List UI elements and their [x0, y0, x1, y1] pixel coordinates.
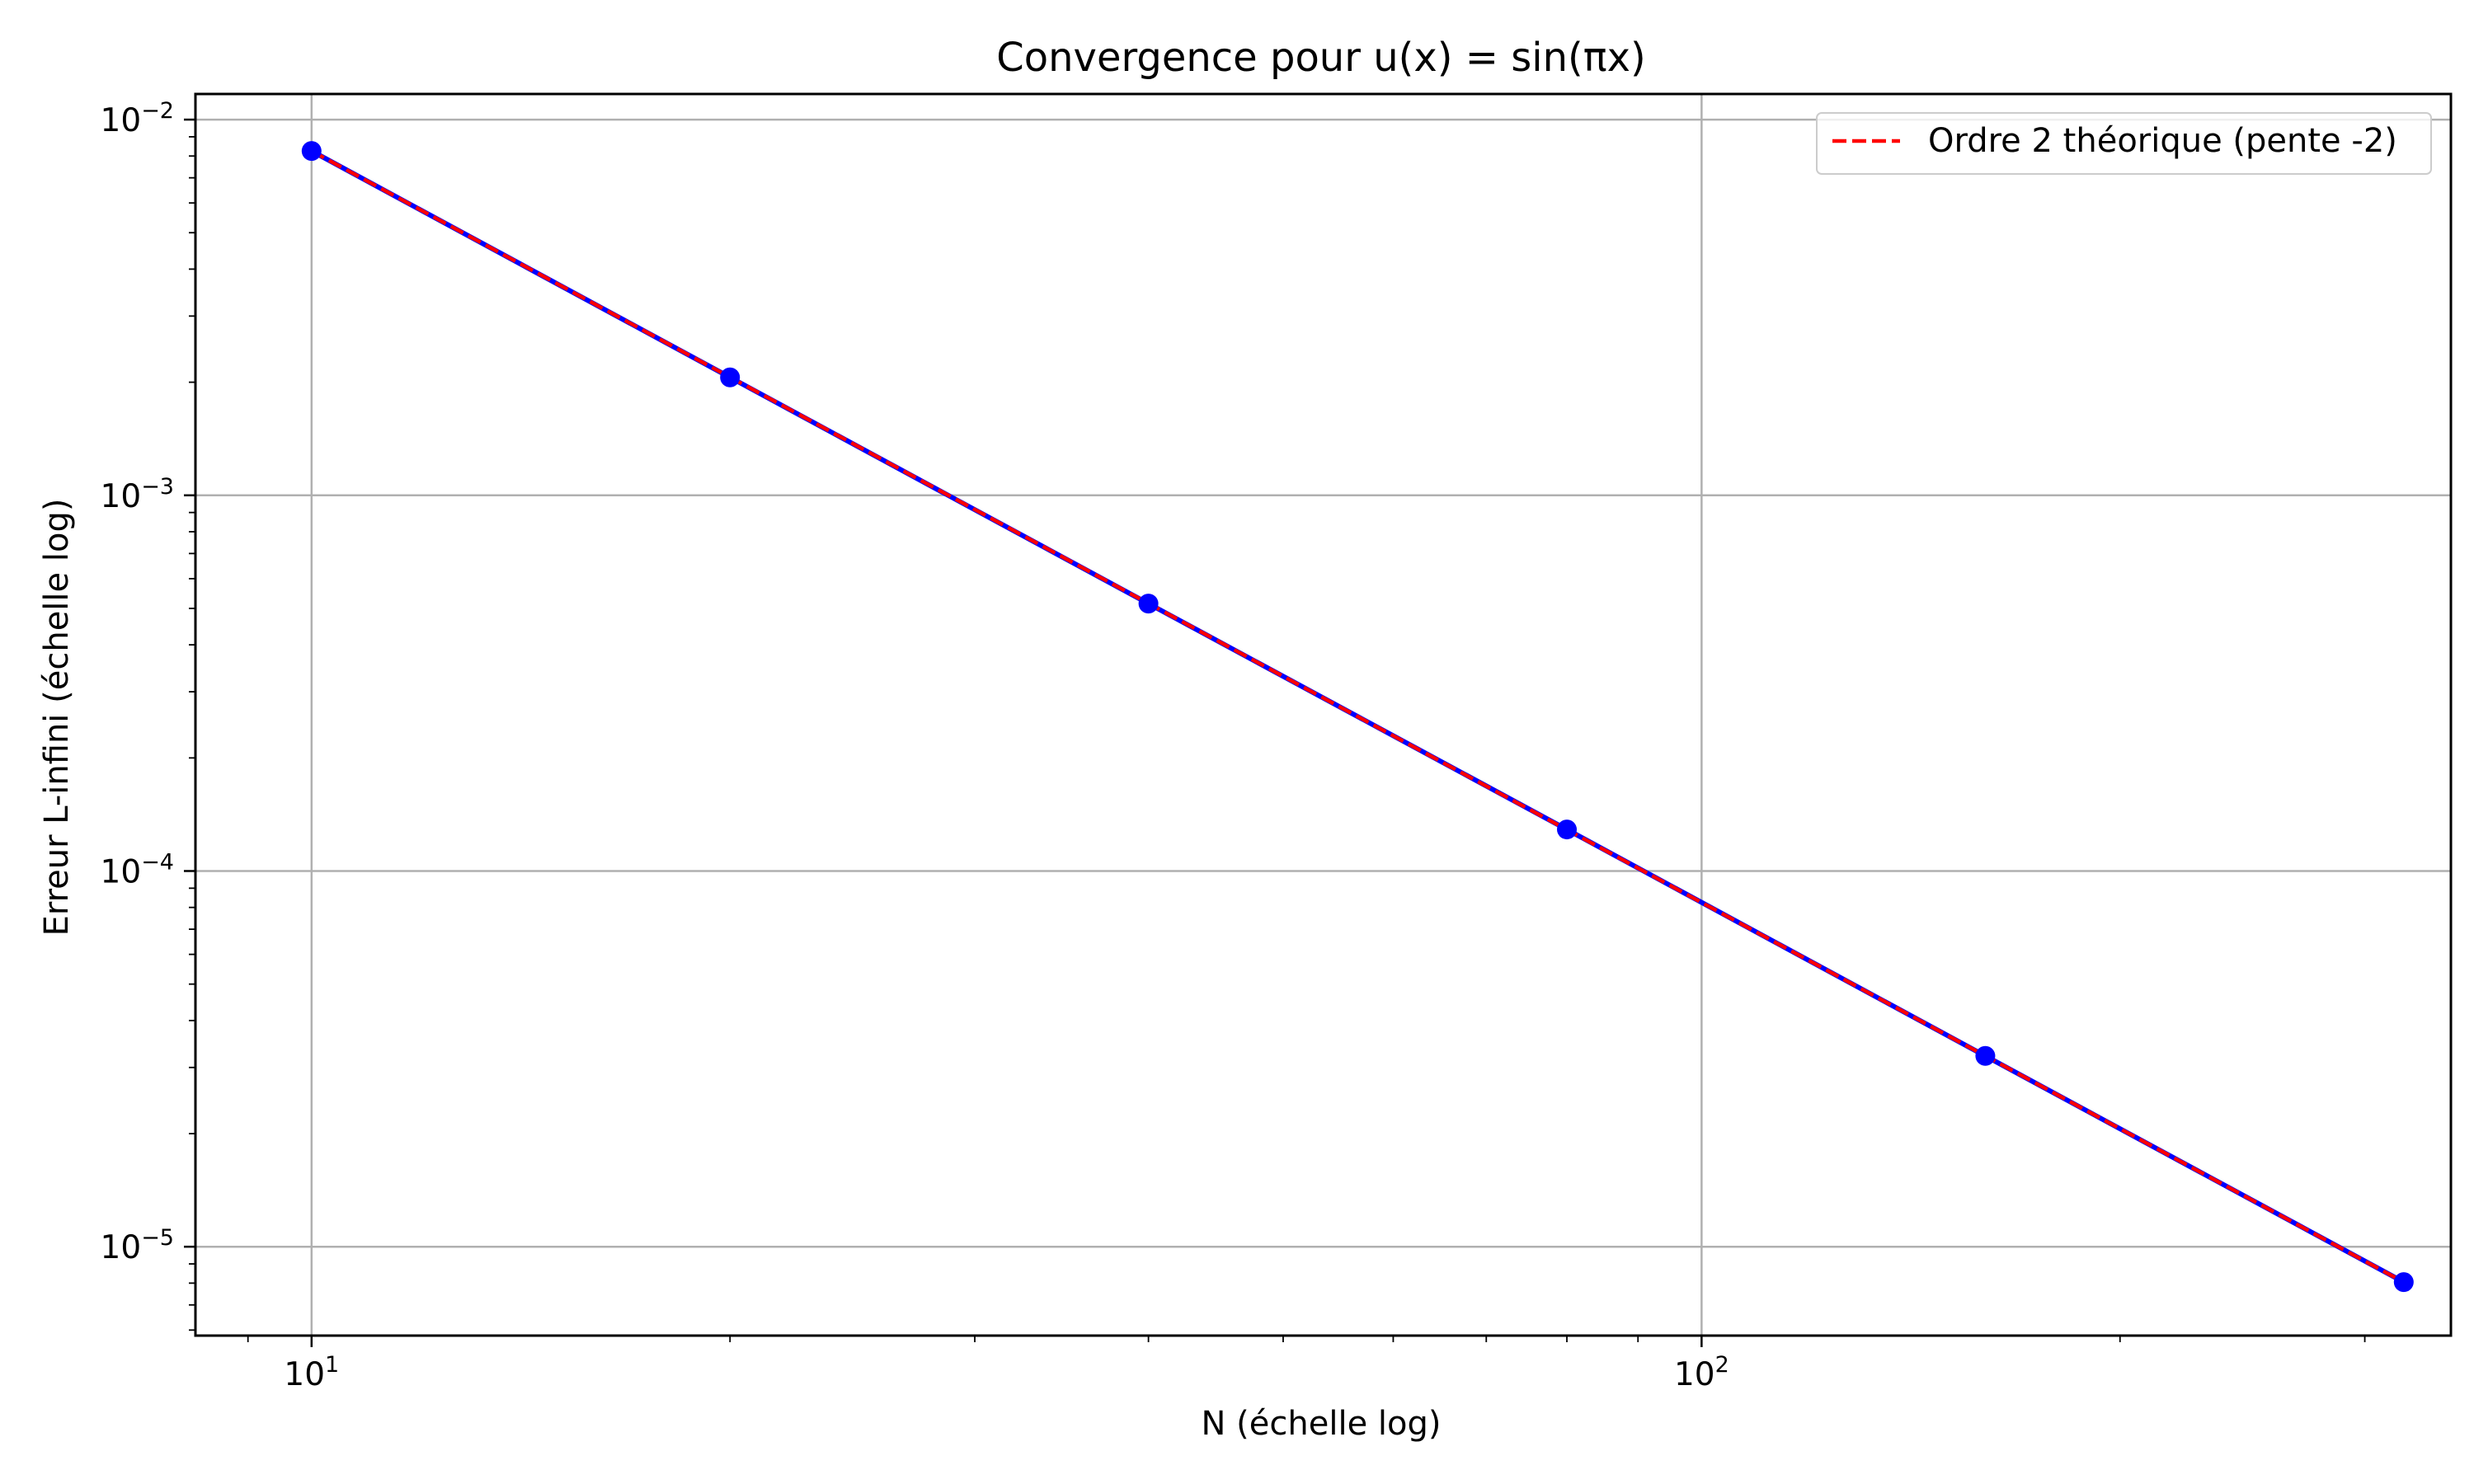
y-tick-label: 10−4 [101, 849, 174, 890]
error-data-point [720, 367, 741, 387]
grid [195, 94, 2451, 1336]
error-data-point [301, 141, 322, 162]
y-axis-label: Erreur L-infini (échelle log) [38, 499, 76, 937]
error-data-point [1138, 594, 1159, 614]
axis-ticks [184, 118, 2366, 1347]
x-axis-label: N (échelle log) [1202, 1405, 1442, 1443]
plot-series [301, 141, 2414, 1293]
error-data-point [2393, 1272, 2414, 1293]
x-tick-label: 101 [284, 1352, 339, 1393]
legend: Ordre 2 théorique (pente -2) [1816, 112, 2432, 175]
legend-box [1816, 112, 2432, 175]
error-data-point [1975, 1045, 1996, 1066]
theoretical-order2-line [310, 149, 2405, 1284]
legend-label-theoretical: Ordre 2 théorique (pente -2) [1928, 122, 2397, 160]
chart-title: Convergence pour u(x) = sin(πx) [996, 35, 1646, 81]
plot-frame [194, 92, 2453, 1337]
error-data-point [1557, 819, 1578, 840]
